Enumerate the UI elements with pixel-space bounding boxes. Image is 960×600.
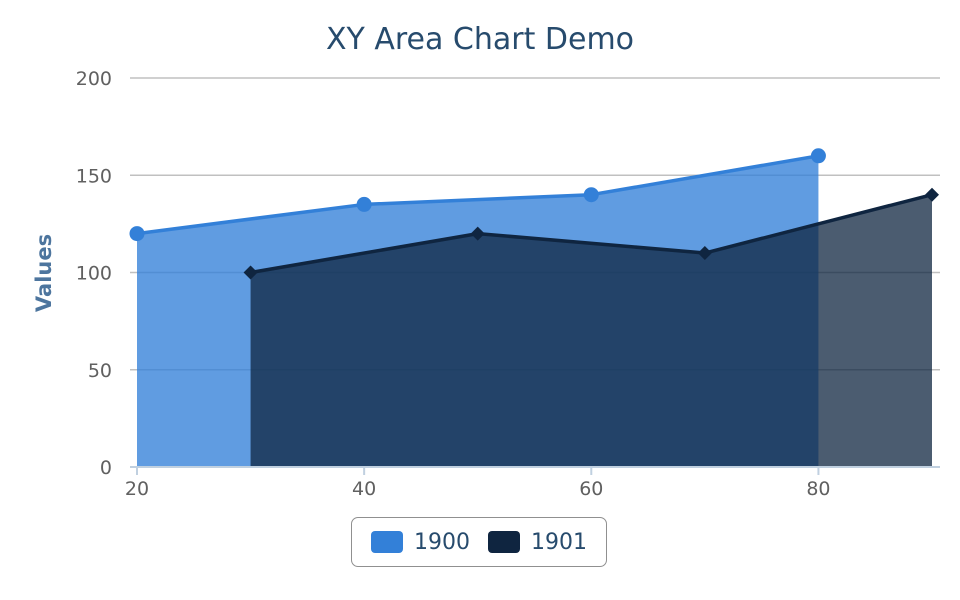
y-tick-label: 50 [88, 360, 112, 382]
point-1901-70[interactable] [697, 246, 712, 261]
x-tick-label: 20 [125, 478, 149, 500]
series-lines [136, 154, 933, 275]
y-tick-label: 100 [76, 263, 112, 285]
point-1900-80[interactable] [810, 148, 826, 164]
series-markers [129, 148, 939, 280]
y-axis-label: Values [32, 234, 56, 312]
area-1901 [250, 194, 933, 467]
point-1901-50[interactable] [470, 226, 485, 241]
legend-item-1900[interactable]: 1900 [371, 530, 470, 555]
point-1901-30[interactable] [243, 265, 258, 280]
x-tick-label: 60 [579, 478, 603, 500]
legend-swatch-1900 [371, 531, 403, 553]
legend: 1900 1901 [351, 517, 607, 567]
series-areas [137, 155, 933, 468]
axes: 0 50 100 150 200 20 40 60 80 [76, 68, 940, 500]
legend-label-1901: 1901 [531, 529, 587, 555]
point-1900-40[interactable] [356, 196, 372, 212]
point-1901-90[interactable] [925, 187, 939, 202]
legend-swatch-1901 [488, 531, 520, 553]
line-1901 [250, 193, 933, 275]
y-tick-label: 150 [76, 165, 112, 187]
y-tick-label: 200 [76, 68, 112, 90]
chart-title: XY Area Chart Demo [326, 22, 634, 57]
legend-label-1900: 1900 [414, 529, 470, 555]
x-tick-label: 40 [352, 478, 376, 500]
point-1900-20[interactable] [129, 226, 145, 242]
x-tick-label: 80 [806, 478, 830, 500]
y-tick-label: 0 [100, 457, 112, 479]
line-1900 [136, 154, 819, 236]
legend-item-1901[interactable]: 1901 [488, 530, 587, 555]
point-1900-60[interactable] [583, 187, 599, 203]
